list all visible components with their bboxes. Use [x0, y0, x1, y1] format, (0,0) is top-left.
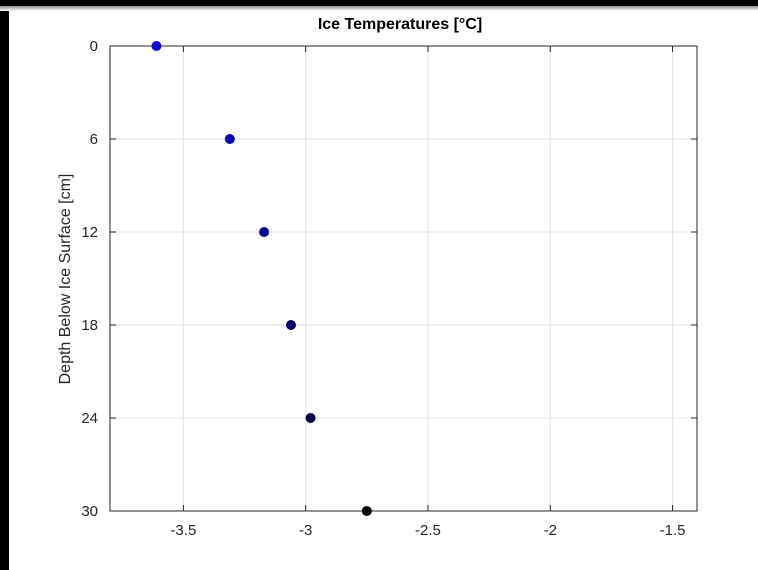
data-points: [151, 41, 372, 516]
data-point: [285, 320, 296, 330]
x-tick-label: -2.5: [415, 522, 441, 539]
plot-frame: [109, 45, 698, 512]
x-tick-label: -1.5: [660, 522, 686, 539]
data-point: [361, 506, 372, 516]
y-tick-label: 30: [81, 503, 98, 520]
data-point: [224, 134, 235, 144]
top-border-bar: [0, 0, 758, 6]
grid-lines: [110, 45, 697, 512]
y-tick-label: 18: [81, 317, 98, 334]
left-border-bar: [0, 0, 9, 570]
x-tick-label: -3.5: [170, 522, 196, 539]
y-tick-label: 24: [81, 410, 98, 427]
chart-title: Ice Temperatures [°C]: [318, 16, 482, 33]
y-tick-label: 0: [90, 38, 98, 55]
y-tick-label: 12: [81, 224, 98, 241]
x-tick-label: -3: [299, 522, 312, 539]
tick-labels: -3.5 -3 -2.5 -2 -1.5 0 6 12 18 24 30: [81, 38, 685, 539]
data-point: [259, 227, 270, 237]
y-tick-label: 6: [90, 131, 98, 148]
top-border-shadow: [0, 6, 758, 11]
data-point: [305, 413, 316, 423]
y-axis-label: Depth Below Ice Surface [cm]: [57, 174, 74, 385]
plot-axes: [109, 45, 698, 512]
data-point: [151, 41, 162, 51]
x-tick-label: -2: [544, 522, 557, 539]
